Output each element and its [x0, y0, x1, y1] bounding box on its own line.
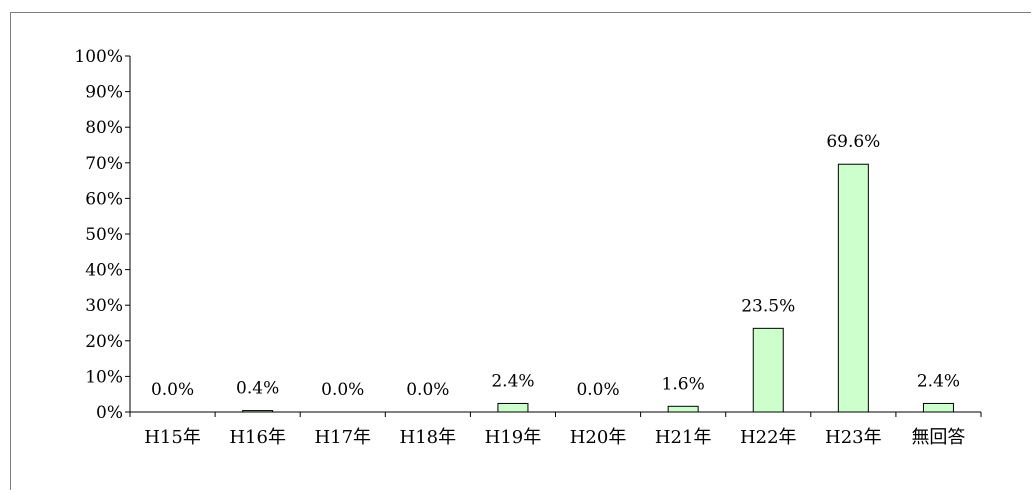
data-label: 2.4% [917, 371, 960, 391]
x-tick-label: H21年 [655, 427, 712, 448]
y-tick-label: 80% [85, 118, 123, 138]
data-label: 23.5% [741, 296, 795, 316]
bar [667, 405, 699, 413]
data-label: 0.4% [236, 379, 279, 399]
x-tick-label: 無回答 [911, 427, 965, 448]
y-tick-label: 60% [85, 189, 123, 209]
data-labels: 0.0% 0.4% 0.0% 0.0% 2.4% 0.0% 1.6% 23.5% 69.6% 2.… [151, 132, 960, 400]
bar [922, 402, 954, 413]
x-tick-label: H19年 [485, 427, 542, 448]
y-tick-label: 100% [74, 47, 123, 67]
x-tick-label: H16年 [229, 427, 286, 448]
x-tick-label: H23年 [825, 427, 882, 448]
bar [242, 410, 274, 413]
y-tick-label: 50% [85, 225, 123, 245]
data-label: 0.0% [151, 380, 194, 400]
bar [837, 163, 869, 413]
y-tick-label: 70% [85, 154, 123, 174]
data-label: 0.0% [576, 380, 619, 400]
bars [242, 163, 954, 413]
data-label: 69.6% [826, 132, 880, 152]
y-axis: 0% 10% 20% 30% 40% 50% 60% 70% 80% 90% 100% [74, 47, 131, 423]
data-label: 2.4% [491, 371, 534, 391]
x-tick-label: H20年 [570, 427, 627, 448]
x-tick-label: H22年 [740, 427, 797, 448]
x-axis: H15年 H16年 H17年 H18年 H19年 H20年 H21年 H22年 H23年 無回答 [129, 411, 982, 448]
x-tick-label: H18年 [400, 427, 457, 448]
x-tick-label: H15年 [144, 427, 201, 448]
y-tick-label: 0% [96, 403, 123, 423]
y-tick-label: 30% [85, 296, 123, 316]
data-label: 0.0% [321, 380, 364, 400]
bar [752, 327, 784, 413]
y-tick-label: 90% [85, 83, 123, 103]
y-tick-label: 40% [85, 261, 123, 281]
y-tick-label: 20% [85, 332, 123, 352]
data-label: 0.0% [406, 380, 449, 400]
data-label: 1.6% [662, 374, 705, 394]
bar [497, 402, 529, 413]
x-tick-label: H17年 [314, 427, 371, 448]
y-tick-label: 10% [85, 367, 123, 387]
